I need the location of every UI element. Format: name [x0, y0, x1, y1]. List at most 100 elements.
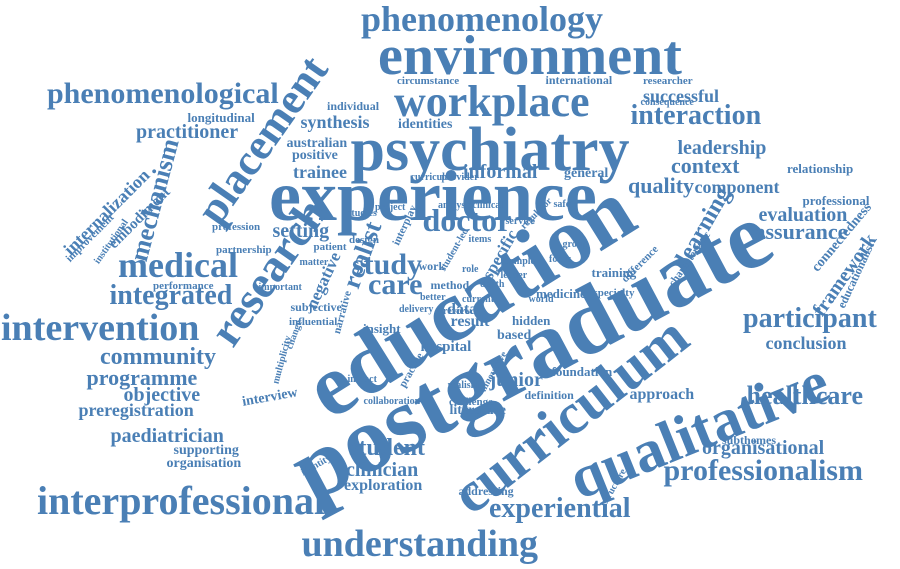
cloud-word: data — [447, 301, 478, 318]
cloud-word: practitioner — [136, 121, 239, 143]
cloud-word: patient — [313, 240, 347, 253]
cloud-word: integrated — [109, 280, 233, 311]
cloud-word: hospital — [420, 338, 472, 355]
cloud-word: role — [462, 264, 479, 275]
cloud-word: positive — [292, 148, 338, 163]
cloud-word: identities — [398, 117, 453, 132]
cloud-word: current — [462, 294, 495, 305]
cloud-word: longitudinal — [187, 109, 255, 125]
cloud-word: exploration — [344, 477, 423, 494]
cloud-word: interaction — [630, 100, 762, 131]
cloud-word: leadership — [677, 137, 767, 159]
cloud-word: student — [349, 435, 426, 461]
cloud-word: curricula — [410, 172, 450, 183]
cloud-word: study — [352, 248, 423, 281]
cloud-word: consequence — [640, 97, 694, 108]
cloud-word: assurance — [754, 219, 848, 244]
cloud-word: subjective — [290, 300, 342, 314]
cloud-word: experience — [269, 156, 597, 236]
cloud-word: general — [564, 166, 609, 181]
cloud-word: clinical — [472, 200, 504, 211]
cloud-word: clinician — [346, 459, 419, 481]
cloud-word: medical — [118, 245, 238, 285]
cloud-word: delivery — [399, 304, 434, 315]
cloud-word: participant — [743, 303, 877, 334]
cloud-word: items — [468, 234, 492, 245]
cloud-word: sample — [505, 256, 535, 267]
cloud-word: world — [528, 294, 554, 305]
cloud-word: international — [545, 73, 613, 87]
cloud-word: hidden — [512, 312, 551, 328]
cloud-word: challenge — [449, 395, 493, 408]
cloud-word: experiential — [489, 493, 631, 524]
cloud-word: australian — [286, 136, 348, 151]
cloud-word: informal — [463, 161, 538, 183]
cloud-word: professionalism — [663, 454, 863, 487]
cloud-word: trainee — [293, 162, 347, 182]
cloud-word: quality — [628, 173, 695, 198]
cloud-word: successful — [643, 86, 719, 106]
cloud-word: medicine — [536, 285, 586, 301]
cloud-word: partnership — [216, 243, 272, 256]
cloud-word: design — [349, 233, 379, 246]
cloud-word: profession — [212, 220, 261, 233]
cloud-word: training — [591, 264, 637, 280]
cloud-word: studies — [347, 208, 377, 219]
cloud-word: component — [694, 177, 780, 197]
cloud-word: subthemes — [722, 433, 777, 447]
cloud-word: foundation — [551, 363, 613, 379]
cloud-word: community — [100, 344, 216, 370]
cloud-word: method — [430, 278, 470, 292]
cloud-word: addressing — [458, 484, 514, 498]
cloud-word: review — [443, 306, 472, 317]
cloud-word: provider — [441, 172, 479, 183]
cloud-word: work — [418, 259, 446, 273]
cloud-word: care — [368, 268, 423, 301]
cloud-word: approach — [629, 386, 695, 403]
cloud-word: paediatrician — [110, 425, 224, 447]
cloud-word: influential — [289, 315, 338, 328]
cloud-word: organisation — [166, 456, 242, 471]
cloud-word: focus — [549, 254, 572, 265]
cloud-word: intervention — [1, 307, 200, 349]
cloud-word: leader — [500, 270, 528, 281]
cloud-word: result — [450, 313, 490, 330]
cloud-word: insight — [363, 320, 401, 336]
cloud-word: environment — [378, 25, 682, 87]
cloud-word: evaluation — [758, 204, 848, 226]
cloud-word: junior — [489, 369, 543, 391]
cloud-word: better — [420, 292, 446, 303]
cloud-word: preregistration — [78, 400, 194, 420]
cloud-word: phenomenological — [47, 77, 279, 110]
cloud-word: objective — [123, 384, 201, 406]
cloud-word: interprofessional — [37, 478, 326, 523]
cloud-word: circumstance — [397, 74, 460, 87]
cloud-word: healthcare — [746, 381, 864, 410]
cloud-word: relationship — [787, 160, 854, 176]
cloud-word: project — [375, 202, 406, 213]
cloud-word: depth — [480, 279, 505, 290]
cloud-word: specialty — [593, 286, 635, 299]
cloud-word: understanding — [301, 523, 539, 565]
cloud-word: analysis — [438, 200, 472, 211]
cloud-word: setting — [272, 220, 330, 242]
cloud-word: group — [562, 239, 588, 250]
cloud-word: context — [671, 153, 740, 178]
cloud-word: realism — [447, 380, 479, 391]
cloud-word: supporting — [173, 443, 239, 458]
cloud-word: important — [258, 282, 302, 293]
cloud-word: service — [505, 216, 535, 227]
cloud-word: professional — [802, 192, 870, 208]
cloud-word: individual — [327, 99, 380, 113]
cloud-word: definition — [524, 388, 574, 402]
cloud-word: phenomenology — [361, 0, 604, 39]
cloud-word: conclusion — [765, 333, 847, 353]
cloud-word: organisational — [702, 437, 825, 459]
cloud-word: performance — [153, 279, 214, 292]
cloud-word: doctor — [422, 202, 512, 238]
cloud-word: impact — [347, 374, 377, 385]
cloud-word: psychiatry — [350, 116, 630, 184]
cloud-word: researcher — [643, 74, 693, 87]
cloud-word: synthesis — [300, 112, 370, 132]
